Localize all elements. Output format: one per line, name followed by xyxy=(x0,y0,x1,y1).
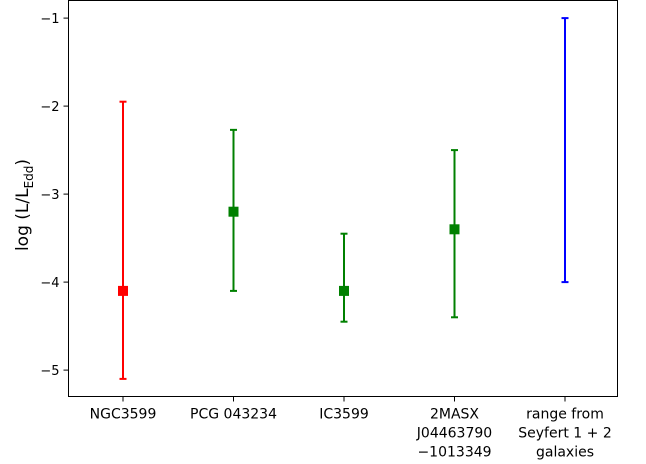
x-category-label-line: −1013349 xyxy=(417,445,491,461)
data-point-marker xyxy=(228,206,239,217)
x-category-label-line: J04463790 xyxy=(416,426,492,442)
y-axis: −1 −2 −3 −4 −5 xyxy=(40,12,69,379)
x-axis: NGC3599 PCG 043234 IC3599 2MASX J04463790 −10… xyxy=(90,396,612,461)
y-tick-label: −2 xyxy=(40,100,59,115)
y-tick-label: −1 xyxy=(40,12,59,27)
plot-frame xyxy=(68,0,618,397)
x-category-label-line: galaxies xyxy=(536,445,594,461)
x-category-label-line: NGC3599 xyxy=(90,407,157,423)
x-category-label: range from Seyfert 1 + 2 galaxies xyxy=(518,407,611,461)
x-category-label-line: IC3599 xyxy=(319,407,369,423)
x-category-label: NGC3599 xyxy=(90,407,157,423)
data-point-marker xyxy=(339,285,349,296)
x-category-label-line: Seyfert 1 + 2 xyxy=(518,426,611,442)
y-tick-label: −4 xyxy=(40,276,59,291)
y-tick-label: −3 xyxy=(40,188,59,203)
x-category-label: IC3599 xyxy=(319,407,369,423)
x-category-label-line: range from xyxy=(526,407,604,423)
x-category-label-line: 2MASX xyxy=(430,407,479,423)
x-category-label: PCG 043234 xyxy=(190,407,277,423)
plot-area xyxy=(118,17,569,380)
x-category-label: 2MASX J04463790 −1013349 xyxy=(416,407,492,461)
y-tick-label: −5 xyxy=(40,364,59,379)
data-point-marker xyxy=(449,224,460,235)
y-axis-title: log (L/LEdd) xyxy=(13,159,36,251)
x-category-label-line: PCG 043234 xyxy=(190,407,277,423)
data-point-marker xyxy=(118,285,128,296)
